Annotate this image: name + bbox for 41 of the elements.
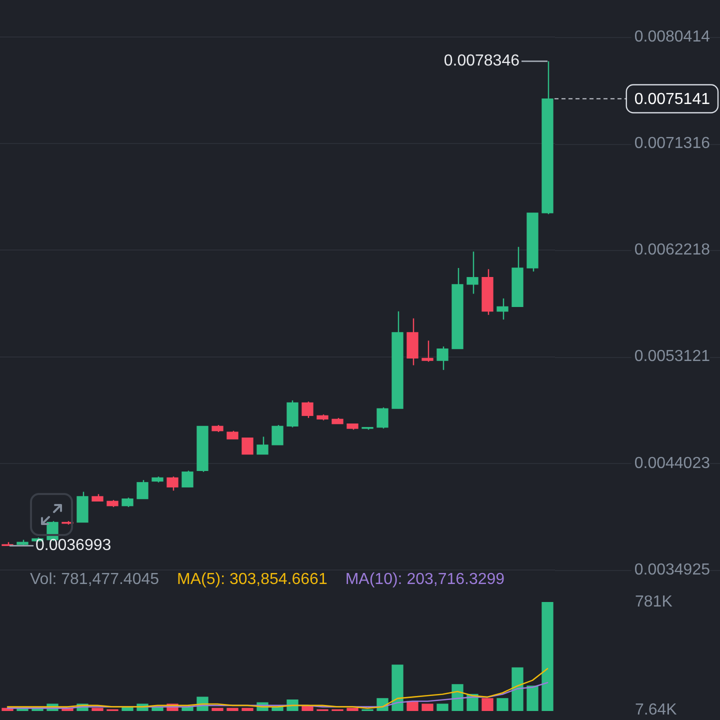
candlestick	[376, 406, 388, 430]
bar	[346, 708, 358, 711]
annotation: 0.0036993	[36, 537, 112, 554]
candlestick	[136, 479, 148, 500]
bar	[482, 698, 494, 711]
bar	[422, 704, 434, 711]
bar	[526, 686, 538, 711]
y-tick-label: 0.0071316	[634, 135, 710, 152]
candlestick	[122, 497, 134, 508]
candlestick	[302, 400, 314, 419]
candlestick	[436, 346, 448, 371]
bar	[452, 684, 464, 711]
candlestick	[166, 476, 178, 492]
candlestick	[422, 340, 434, 362]
candlestick	[496, 298, 508, 320]
y-tick-label: 0.0053121	[634, 348, 710, 366]
bar	[542, 602, 554, 711]
bar	[512, 667, 524, 711]
y-tick-label: 7.64K	[635, 701, 678, 718]
y-tick-label: 0.0044023	[634, 454, 710, 472]
annotation: 0.0078346	[444, 52, 520, 70]
bar	[436, 704, 448, 711]
candlestick	[182, 470, 194, 488]
candlestick	[242, 437, 254, 455]
y-tick-label: 0.0062218	[634, 242, 710, 259]
bar	[92, 708, 104, 711]
bar	[226, 708, 238, 711]
text: Vol: 781,477.4045	[30, 571, 160, 589]
y-tick-label: 0.0034925	[634, 561, 710, 578]
bar	[392, 664, 404, 711]
candlestick	[256, 436, 268, 455]
candlestick	[466, 250, 478, 294]
ref-line-label: 0.0075141	[634, 91, 710, 108]
text: MA(5): 303,854.6661	[177, 571, 328, 589]
bar	[242, 708, 254, 711]
bar	[496, 698, 508, 711]
bar	[212, 708, 224, 711]
y-tick-label: 0.0080414	[634, 28, 710, 46]
y-tick-label: 781K	[635, 593, 673, 610]
candlestick	[272, 424, 284, 446]
text: MA(10): 203,716.3299	[345, 571, 505, 589]
